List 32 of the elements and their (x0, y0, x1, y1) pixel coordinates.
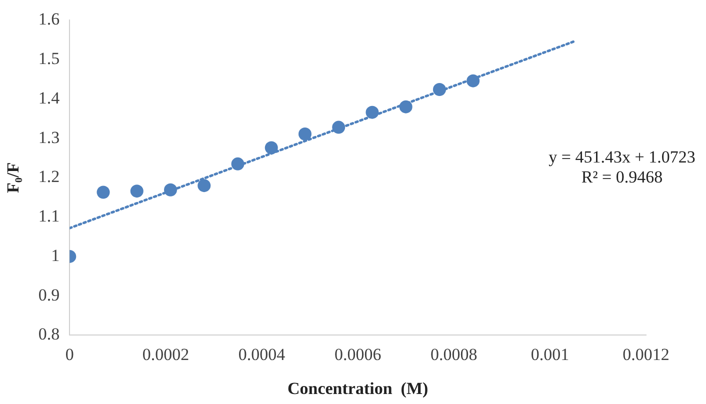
y-tick-label: 1.2 (38, 167, 60, 186)
y-tick-label: 1.3 (38, 128, 60, 147)
point (298, 127, 312, 140)
point (164, 183, 178, 196)
annotation: y = 451.43x + 1.0723 (548, 147, 696, 166)
point (130, 184, 144, 198)
point (96, 186, 110, 199)
y-tick-label: 1.4 (38, 88, 60, 108)
point (366, 106, 379, 119)
annotation: R² = 0.9468 (581, 167, 663, 186)
y-axis-title: F₀/F (4, 162, 23, 193)
point (399, 100, 412, 114)
y-tick-label: 0.9 (38, 285, 60, 304)
point (466, 74, 480, 88)
point (264, 141, 278, 154)
x-tick-label: 0.0012 (622, 344, 670, 364)
point (432, 83, 446, 96)
x-tick-label: 0.0004 (238, 344, 286, 364)
y-tick-label: 1.5 (38, 49, 60, 68)
y-tick-label: 1 (51, 246, 60, 265)
point (231, 157, 244, 170)
x-axis-title: Concentration (M) (287, 379, 428, 398)
point (332, 120, 346, 134)
x-tick-label: 0 (65, 344, 74, 364)
x-tick-label: 0.0002 (142, 344, 190, 364)
x-tick-label: 0.0008 (430, 344, 478, 364)
x-tick-label: 0.001 (530, 344, 570, 364)
x-tick-label: 0.0006 (334, 344, 382, 364)
y-tick-label: 1.6 (38, 10, 60, 29)
point (198, 179, 211, 192)
y-tick-label: 0.8 (38, 324, 60, 344)
y-tick-label: 1.1 (38, 206, 60, 226)
